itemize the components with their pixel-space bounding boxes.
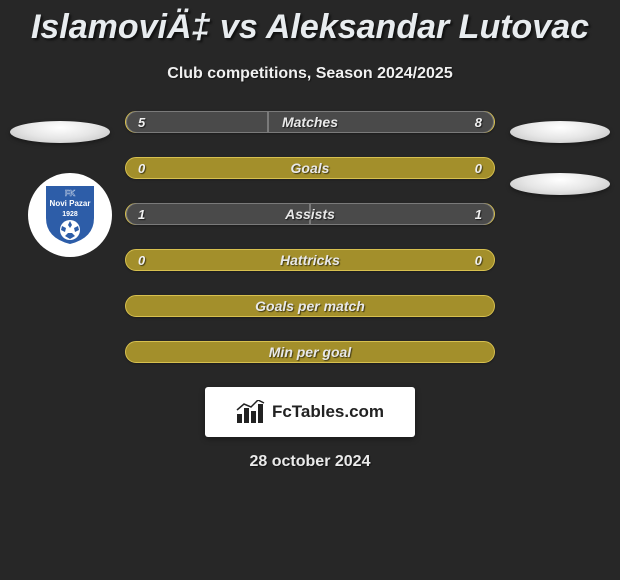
source-badge-text: FcTables.com [272,402,384,422]
logo-text-fk: FK [65,189,76,198]
page-title: IslamoviÄ‡ vs Aleksandar Lutovac [0,0,620,47]
stat-value-left: 0 [138,161,145,176]
stat-label: Goals [291,160,330,176]
logo-text-year: 1928 [62,211,78,218]
stat-bar-fill-left [126,111,268,133]
stat-label: Assists [285,206,335,222]
stat-bar: 0 0 Hattricks [125,249,495,271]
stat-bars: 5 8 Matches 0 0 Goals 1 1 Assists 0 0 Hattricks Goal… [125,111,495,363]
player-right-pill-2 [510,173,610,195]
stat-value-right: 1 [475,207,482,222]
stat-value-left: 0 [138,253,145,268]
player-left-pill [10,121,110,143]
stat-bar-fill-left [126,203,310,225]
stat-value-left: 1 [138,207,145,222]
stat-bar: 1 1 Assists [125,203,495,225]
stat-bar: 5 8 Matches [125,111,495,133]
logo-text-name: Novi Pazar [50,199,91,208]
subtitle: Club competitions, Season 2024/2025 [0,65,620,83]
stat-label: Hattricks [280,252,340,268]
stat-bar: 0 0 Goals [125,157,495,179]
source-badge[interactable]: FcTables.com [205,387,415,437]
shield-icon: FK Novi Pazar 1928 [42,184,98,246]
date-text: 28 october 2024 [0,453,620,471]
stat-label: Matches [282,114,338,130]
club-logo: FK Novi Pazar 1928 [28,173,112,257]
comparison-panel: FK Novi Pazar 1928 5 8 Matches 0 0 Goals 1 1 Ass… [0,111,620,363]
stat-value-right: 0 [475,253,482,268]
stat-value-left: 5 [138,115,145,130]
stat-label: Min per goal [269,344,351,360]
stat-bar: Min per goal [125,341,495,363]
club-logo-circle: FK Novi Pazar 1928 [28,173,112,257]
bar-chart-icon [236,400,266,424]
stat-bar: Goals per match [125,295,495,317]
stat-value-right: 0 [475,161,482,176]
stat-bar-fill-right [310,203,494,225]
stat-value-right: 8 [475,115,482,130]
stat-label: Goals per match [255,298,365,314]
player-right-pill-1 [510,121,610,143]
